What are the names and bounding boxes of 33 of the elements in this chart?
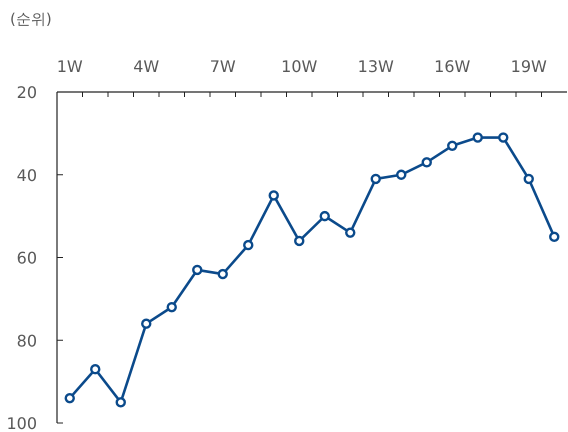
point	[396, 170, 406, 180]
point	[64, 392, 75, 404]
point	[294, 236, 304, 246]
point	[166, 302, 177, 312]
point	[90, 364, 100, 374]
y-tick-label: 60	[16, 248, 37, 268]
point	[498, 132, 508, 143]
point	[218, 268, 228, 280]
point	[268, 190, 279, 201]
y-tick-label: 40	[16, 166, 37, 185]
x-tick-label: 16W	[434, 57, 471, 76]
x-tick-label: 7W	[210, 57, 236, 76]
point	[422, 157, 432, 168]
point	[192, 264, 202, 276]
point	[345, 227, 356, 238]
point	[320, 210, 330, 222]
point	[370, 174, 381, 184]
y-tick-label: 80	[16, 331, 37, 350]
x-tick-label: 10W	[281, 57, 318, 76]
y-tick-label: 20	[16, 83, 37, 102]
y-tick-label: 100	[6, 414, 37, 432]
x-tick-label: 4W	[133, 57, 160, 76]
point	[243, 240, 254, 250]
point	[549, 232, 560, 242]
point	[141, 318, 152, 329]
x-tick-label: 13W	[358, 57, 394, 76]
point	[116, 397, 126, 408]
y-axis-title: (순위)	[10, 10, 52, 28]
x-tick-label: 1W	[56, 57, 83, 76]
point	[447, 140, 458, 151]
point	[472, 132, 483, 143]
point	[524, 174, 534, 184]
x-tick-label: 19W	[510, 57, 548, 76]
